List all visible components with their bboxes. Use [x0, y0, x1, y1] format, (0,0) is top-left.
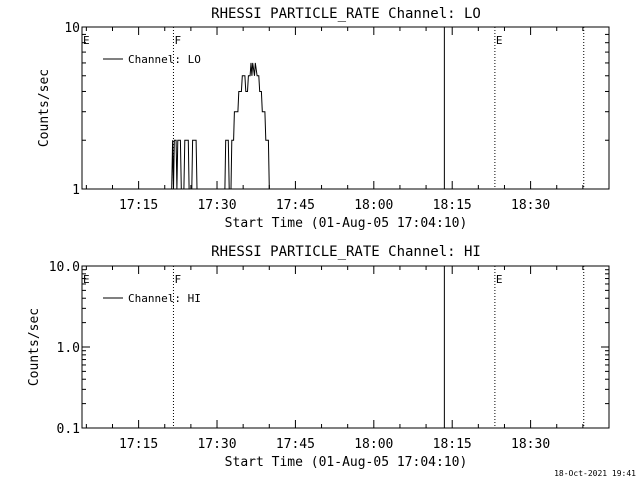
x-tick-label: 17:45: [276, 198, 315, 213]
y-tick-label: 1.0: [57, 341, 80, 356]
event-marker-label: E: [496, 34, 503, 47]
plot-frame: [81, 26, 610, 190]
generated-timestamp: 18-Oct-2021 19:41: [554, 469, 636, 478]
y-tick-label: 1: [72, 183, 80, 198]
x-tick-label: 18:00: [354, 198, 393, 213]
hi-channel-panel: RHESSI PARTICLE_RATE Channel: HI 17:15 17…: [27, 244, 610, 470]
series-line: [171, 62, 270, 190]
x-tick-label: 18:15: [433, 437, 472, 452]
y-tick-label: 10: [64, 21, 80, 36]
chart-title: RHESSI PARTICLE_RATE Channel: HI: [211, 244, 481, 260]
y-axis-label: Counts/sec: [37, 69, 52, 147]
x-tick-label: 17:15: [119, 198, 158, 213]
event-marker-label: E: [83, 273, 90, 286]
legend-entry: Channel: HI: [128, 292, 201, 305]
x-tick-label: 17:30: [197, 437, 236, 452]
y-axis-label: Counts/sec: [27, 308, 42, 386]
chart-title: RHESSI PARTICLE_RATE Channel: LO: [211, 6, 481, 22]
x-tick-label: 17:45: [276, 437, 315, 452]
x-tick-label: 18:30: [511, 437, 550, 452]
x-tick-label: 18:00: [354, 437, 393, 452]
y-tick-label: 10.0: [49, 260, 80, 275]
lo-channel-panel: RHESSI PARTICLE_RATE Channel: LO 17:15 17…: [37, 6, 610, 231]
x-tick-label: 18:15: [433, 198, 472, 213]
legend-entry: Channel: LO: [128, 53, 201, 66]
y-tick-label: 0.1: [57, 422, 80, 437]
x-tick-label: 17:15: [119, 437, 158, 452]
event-marker-label: E: [496, 273, 503, 286]
x-axis-label: Start Time (01-Aug-05 17:04:10): [225, 455, 468, 470]
x-tick-label: 18:30: [511, 198, 550, 213]
x-axis-label: Start Time (01-Aug-05 17:04:10): [225, 216, 468, 231]
event-marker-label: E: [83, 34, 90, 47]
x-tick-label: 17:30: [197, 198, 236, 213]
event-marker-label: F: [174, 34, 181, 47]
plot-marks: 17:15 17:30 17:45 18:00 18:15 18:30 0.1 1.0 10.0…: [49, 260, 609, 452]
event-marker-label: F: [174, 273, 181, 286]
